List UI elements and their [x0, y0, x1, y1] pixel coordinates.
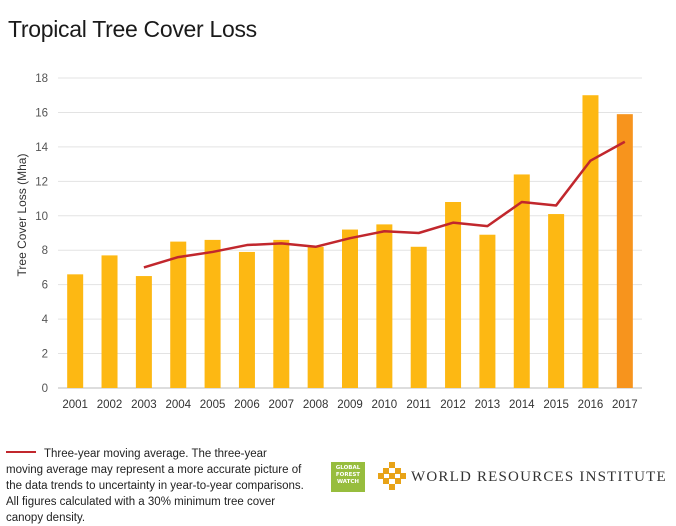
y-tick-label: 2 — [42, 349, 48, 361]
bar-2013 — [479, 234, 496, 388]
x-tick-label: 2014 — [509, 399, 535, 411]
x-tick-label: 2011 — [406, 399, 431, 411]
bars — [67, 95, 633, 389]
legend: Three-year moving average. The three-yea… — [6, 446, 306, 526]
y-tick-label: 16 — [35, 107, 48, 119]
bar-2008 — [307, 246, 324, 388]
x-tick-label: 2017 — [612, 399, 638, 411]
gfw-logo-line: GLOBAL — [335, 465, 361, 471]
x-tick-label: 2010 — [372, 399, 398, 411]
bar-2011 — [410, 246, 427, 388]
y-tick-label: 6 — [42, 280, 48, 292]
x-tick-label: 2001 — [62, 399, 88, 411]
legend-line-swatch — [6, 451, 36, 454]
y-tick-label: 0 — [42, 383, 48, 395]
bar-2005 — [204, 239, 221, 388]
y-tick-label: 18 — [35, 73, 48, 85]
global-forest-watch-logo: GLOBAL FOREST WATCH — [331, 462, 365, 492]
gfw-logo-line: WATCH — [336, 479, 360, 485]
bar-2006 — [238, 251, 255, 388]
chart-title: Tropical Tree Cover Loss — [8, 16, 257, 42]
bar-2009 — [342, 229, 358, 388]
bar-2016 — [582, 95, 599, 388]
x-tick-label: 2007 — [268, 399, 294, 411]
bar-2015 — [548, 214, 565, 388]
moving-average-series — [143, 140, 626, 269]
y-tick-label: 14 — [35, 142, 48, 154]
x-tick-label: 2013 — [475, 399, 501, 411]
bar-chart: 0 2 4 6 8 10 12 14 16 18 2001 2002 2003 2004 2005 2006… — [15, 73, 642, 411]
y-tick-label: 4 — [42, 314, 49, 326]
bar-2004 — [170, 241, 187, 388]
x-tick-label: 2016 — [578, 399, 604, 411]
moving-average-line — [143, 140, 626, 269]
y-tick-label: 10 — [35, 211, 48, 223]
x-tick-label: 2004 — [165, 399, 191, 411]
x-axis-ticks: 2001 2002 2003 2004 2005 2006 2007 2008 2009 2010… — [62, 399, 637, 411]
y-axis-ticks: 0 2 4 6 8 10 12 14 16 18 — [35, 73, 48, 395]
bar-2007 — [273, 239, 290, 388]
x-tick-label: 2012 — [440, 399, 466, 411]
bar-2003 — [135, 276, 152, 388]
x-tick-label: 2009 — [337, 399, 363, 411]
bar-2002 — [101, 255, 118, 388]
x-tick-label: 2008 — [303, 399, 329, 411]
gfw-logo-line: FOREST — [335, 472, 361, 478]
bar-2012 — [445, 202, 462, 388]
bar-2017 — [616, 114, 633, 389]
x-tick-label: 2002 — [97, 399, 123, 411]
legend-text: Three-year moving average. The three-yea… — [6, 448, 304, 524]
x-tick-label: 2005 — [200, 399, 226, 411]
x-tick-label: 2015 — [543, 399, 569, 411]
wri-logo-text: WORLD RESOURCES INSTITUTE — [411, 469, 667, 485]
bar-2001 — [67, 274, 84, 388]
x-tick-label: 2006 — [234, 399, 260, 411]
y-tick-label: 12 — [35, 176, 48, 188]
y-tick-label: 8 — [42, 245, 48, 257]
y-axis-label: Tree Cover Loss (Mha) — [15, 154, 29, 277]
bar-2010 — [376, 224, 393, 388]
bar-2014 — [513, 174, 530, 388]
x-tick-label: 2003 — [131, 399, 157, 411]
wri-logo-icon — [378, 462, 406, 490]
